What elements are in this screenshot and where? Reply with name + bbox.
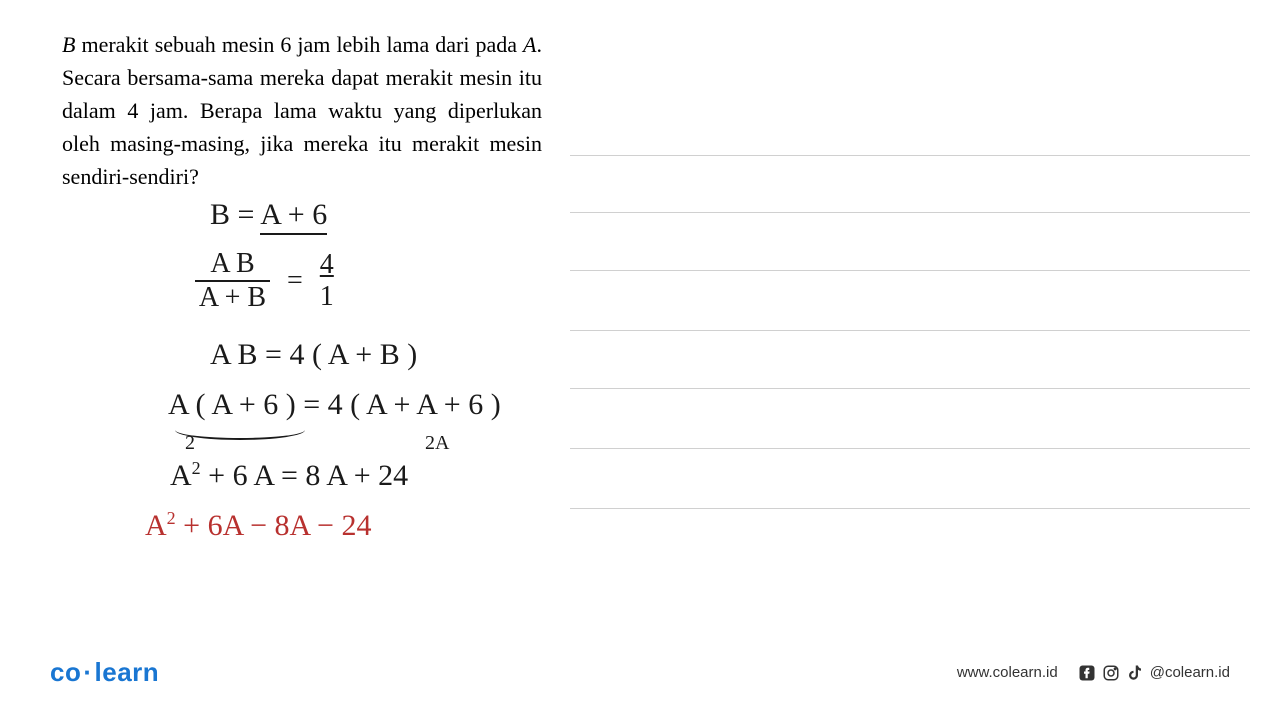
annotation-2a: 2A <box>425 432 449 455</box>
eq6-base: A <box>145 509 167 542</box>
logo-dot: · <box>83 657 92 687</box>
ruled-line <box>570 330 1250 331</box>
footer-right-group: www.colearn.id @colearn.id <box>957 664 1230 682</box>
annotation-squared: 2 <box>185 432 195 455</box>
equals-sign: = <box>287 265 303 297</box>
social-icons-group: @colearn.id <box>1078 664 1230 682</box>
eq2-left-fraction: A B A + B <box>195 248 270 314</box>
eq5-exponent: 2 <box>192 458 201 478</box>
eq2-right-fraction: 4 1 <box>320 249 334 313</box>
ruled-line <box>570 388 1250 389</box>
eq6-rest: + 6A − 8A − 24 <box>176 509 372 542</box>
ruled-line <box>570 508 1250 509</box>
ruled-line <box>570 212 1250 213</box>
logo-learn: learn <box>95 657 160 687</box>
eq5-base: A <box>170 459 192 492</box>
eq2-right-numerator: 4 <box>320 249 334 281</box>
eq1-underlined: A + 6 <box>260 198 327 235</box>
handwritten-eq5: A2 + 6 A = 8 A + 24 <box>170 458 408 493</box>
eq2-right-denominator: 1 <box>320 281 334 313</box>
facebook-icon <box>1078 664 1096 682</box>
ruled-paper-lines <box>570 0 1250 580</box>
problem-statement: B merakit sebuah mesin 6 jam lebih lama … <box>62 28 542 193</box>
handwritten-eq6-accent: A2 + 6A − 8A − 24 <box>145 508 371 543</box>
eq2-numerator: A B <box>195 248 270 280</box>
eq6-exponent: 2 <box>167 508 176 528</box>
eq2-denominator: A + B <box>195 282 270 314</box>
tiktok-icon <box>1126 664 1144 682</box>
eq5-rest: + 6 A = 8 A + 24 <box>201 459 408 492</box>
social-handle: @colearn.id <box>1150 664 1230 681</box>
handwritten-eq1: B = A + 6 <box>210 198 327 232</box>
handwritten-eq3: A B = 4 ( A + B ) <box>210 338 417 372</box>
ruled-line <box>570 270 1250 271</box>
colearn-logo: co·learn <box>50 657 159 688</box>
footer-bar: co·learn www.colearn.id @colearn.id <box>0 657 1280 688</box>
ruled-line <box>570 155 1250 156</box>
instagram-icon <box>1102 664 1120 682</box>
handwritten-eq2: A B A + B = 4 1 <box>195 248 334 314</box>
ruled-line <box>570 448 1250 449</box>
handwritten-eq4: A ( A + 6 ) = 4 ( A + A + 6 ) <box>168 388 501 422</box>
logo-co: co <box>50 657 81 687</box>
website-url: www.colearn.id <box>957 664 1058 681</box>
